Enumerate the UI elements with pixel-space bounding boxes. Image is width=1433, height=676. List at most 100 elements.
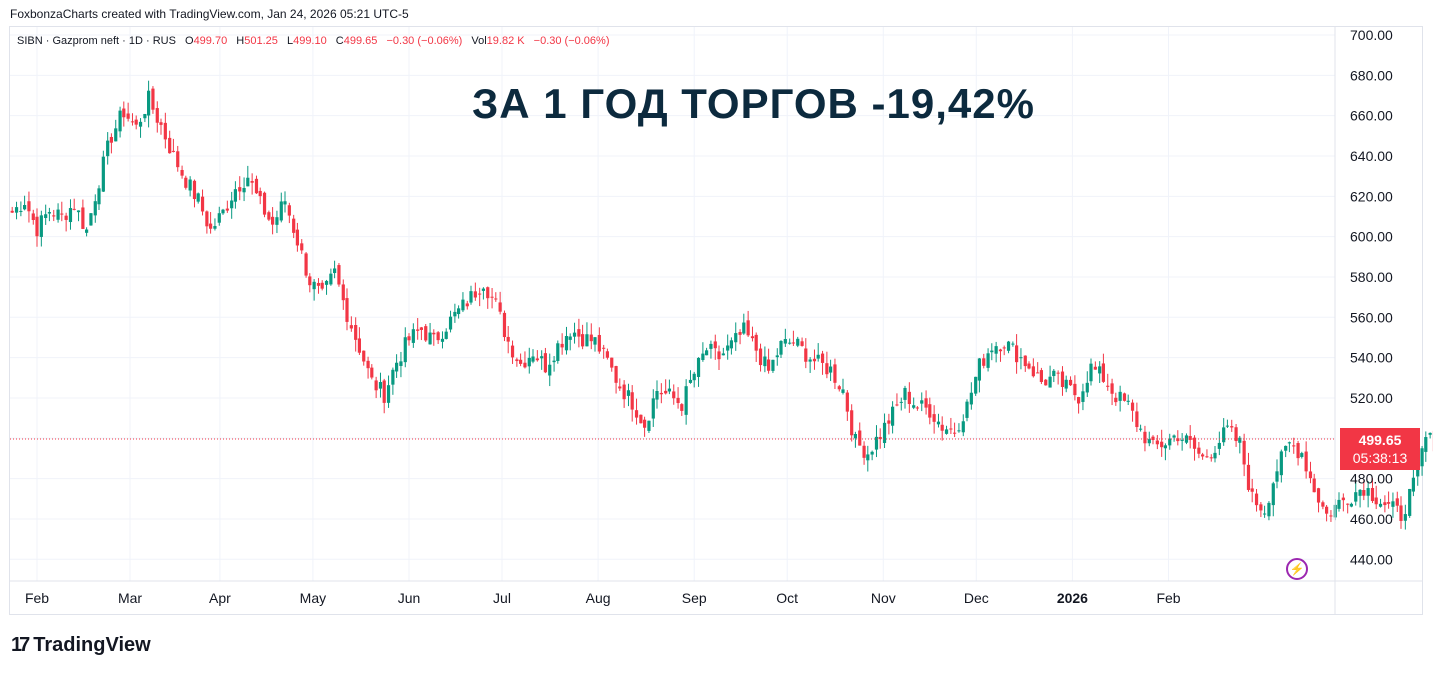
candle-body — [527, 357, 531, 367]
candle-body — [1126, 400, 1130, 402]
candle-body — [804, 348, 808, 362]
lightning-icon[interactable]: ⚡ — [1286, 558, 1308, 580]
chart-credit-header: FoxbonzaCharts created with TradingView.… — [10, 7, 409, 21]
candle-body — [1391, 501, 1395, 507]
candle-body — [626, 390, 631, 396]
candle-body — [994, 346, 998, 354]
candle-body — [419, 327, 423, 330]
candle-body — [295, 229, 299, 246]
candle-body — [961, 421, 965, 433]
candle-body — [106, 140, 110, 157]
candle-body — [1130, 402, 1135, 411]
time-tick-label: Dec — [964, 590, 989, 606]
candle-body — [1325, 506, 1329, 514]
candle-body — [60, 213, 64, 215]
candle-body — [560, 343, 564, 348]
candle-body — [709, 343, 713, 349]
candle-body — [101, 156, 105, 192]
tradingview-brand[interactable]: 17 TradingView — [11, 634, 151, 657]
candle-body — [552, 360, 556, 363]
candle-body — [35, 216, 39, 237]
candle-body — [1254, 493, 1259, 506]
candle-body — [89, 213, 93, 226]
candle-body — [312, 281, 316, 290]
candle-body — [428, 332, 432, 345]
candle-body — [1052, 370, 1056, 377]
candle-body — [329, 273, 333, 285]
candle-body — [726, 345, 730, 351]
candle-body — [1383, 502, 1387, 506]
time-tick-label: Sep — [682, 590, 707, 606]
candle-body — [1031, 366, 1035, 377]
candle-body — [672, 391, 676, 399]
candle-body — [535, 358, 539, 361]
candle-body — [1163, 445, 1167, 449]
candle-body — [577, 329, 581, 337]
candle-body — [287, 205, 291, 216]
candle-body — [701, 353, 705, 360]
legend-symbol[interactable]: SIBN · Gazprom neft · 1D · RUS — [17, 35, 176, 47]
candle-body — [581, 334, 585, 347]
candle-body — [23, 204, 27, 210]
candle-body — [634, 410, 639, 418]
candle-body — [1089, 363, 1093, 382]
candle-body — [275, 217, 279, 225]
candle-body — [448, 316, 453, 330]
legend-low-label: L — [286, 35, 294, 47]
candle-body — [267, 212, 271, 220]
legend-open-label: O — [185, 35, 194, 47]
candle-body — [444, 331, 448, 339]
candle-body — [676, 397, 680, 404]
candle-body — [1114, 397, 1118, 403]
candle-body — [221, 209, 225, 214]
candle-body — [734, 333, 738, 343]
candle-body — [171, 150, 175, 152]
candle-body — [754, 334, 758, 351]
candle-body — [998, 349, 1003, 352]
candle-body — [531, 356, 535, 362]
candle-body — [407, 336, 411, 341]
legend-close-label: C — [335, 35, 344, 47]
candle-body — [791, 342, 795, 344]
candle-body — [1275, 471, 1279, 482]
candle-body — [1081, 391, 1085, 402]
candle-body — [1316, 488, 1321, 503]
candle-body — [370, 367, 374, 378]
candle-body — [333, 268, 337, 274]
candle-body — [858, 430, 862, 446]
candle-body — [779, 340, 783, 355]
candle-body — [874, 436, 879, 450]
candle-body — [1420, 448, 1424, 467]
candle-body — [1006, 341, 1011, 351]
candle-body — [1011, 343, 1015, 345]
candle-body — [1424, 437, 1428, 452]
candle-body — [841, 389, 845, 393]
candle-body — [1093, 366, 1097, 370]
candle-body — [610, 357, 614, 368]
candle-body — [903, 387, 907, 400]
candle-body — [510, 345, 515, 358]
candle-body — [572, 332, 577, 337]
candle-body — [118, 110, 122, 132]
candle-body — [138, 121, 143, 127]
candle-body — [705, 350, 709, 356]
candle-body — [337, 265, 341, 285]
candle-body — [56, 209, 60, 220]
candle-body — [432, 332, 436, 335]
candle-body — [928, 404, 932, 418]
candle-body — [1222, 427, 1226, 443]
candle-body — [1399, 505, 1403, 521]
candle-body — [977, 358, 981, 381]
candle-body — [750, 336, 755, 339]
time-tick-label: Jun — [398, 590, 421, 606]
candle-body — [957, 430, 961, 432]
candle-body — [655, 391, 659, 400]
price-tick-label: 560.00 — [1350, 309, 1393, 325]
candle-body — [965, 401, 969, 418]
candle-body — [486, 287, 490, 299]
candle-body — [597, 334, 601, 352]
candle-body — [651, 398, 655, 419]
candle-body — [1217, 442, 1221, 449]
candle-body — [1358, 489, 1362, 496]
